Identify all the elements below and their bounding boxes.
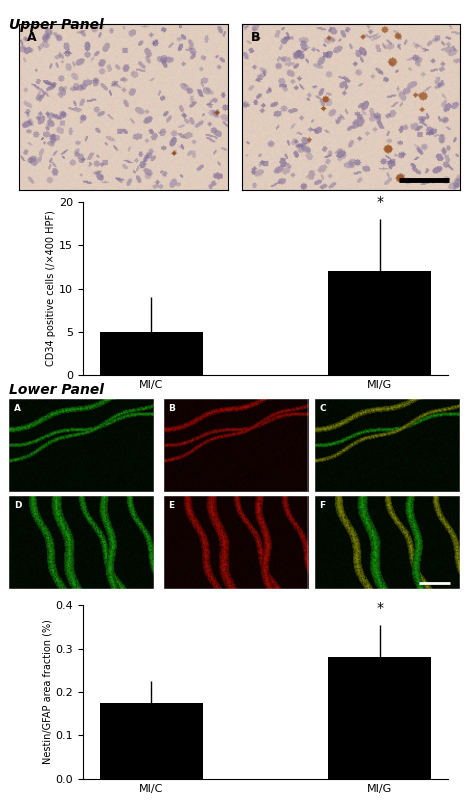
Text: E: E xyxy=(168,501,174,510)
Text: C: C xyxy=(319,404,326,413)
Bar xyxy=(328,271,431,375)
Text: B: B xyxy=(250,31,260,44)
Text: B: B xyxy=(168,404,175,413)
Text: *: * xyxy=(376,194,383,209)
Bar xyxy=(100,332,202,375)
Text: Lower Panel: Lower Panel xyxy=(9,383,104,397)
Bar xyxy=(328,657,431,779)
Text: A: A xyxy=(14,404,21,413)
Y-axis label: Nestin/GFAP area fraction (%): Nestin/GFAP area fraction (%) xyxy=(43,620,53,764)
Text: *: * xyxy=(376,601,383,615)
Text: A: A xyxy=(27,31,37,44)
Text: D: D xyxy=(14,501,21,510)
Bar xyxy=(100,703,202,779)
Text: F: F xyxy=(319,501,326,510)
Y-axis label: CD34 positive cells (/×400 HPF): CD34 positive cells (/×400 HPF) xyxy=(46,211,56,366)
Text: Upper Panel: Upper Panel xyxy=(9,18,104,31)
